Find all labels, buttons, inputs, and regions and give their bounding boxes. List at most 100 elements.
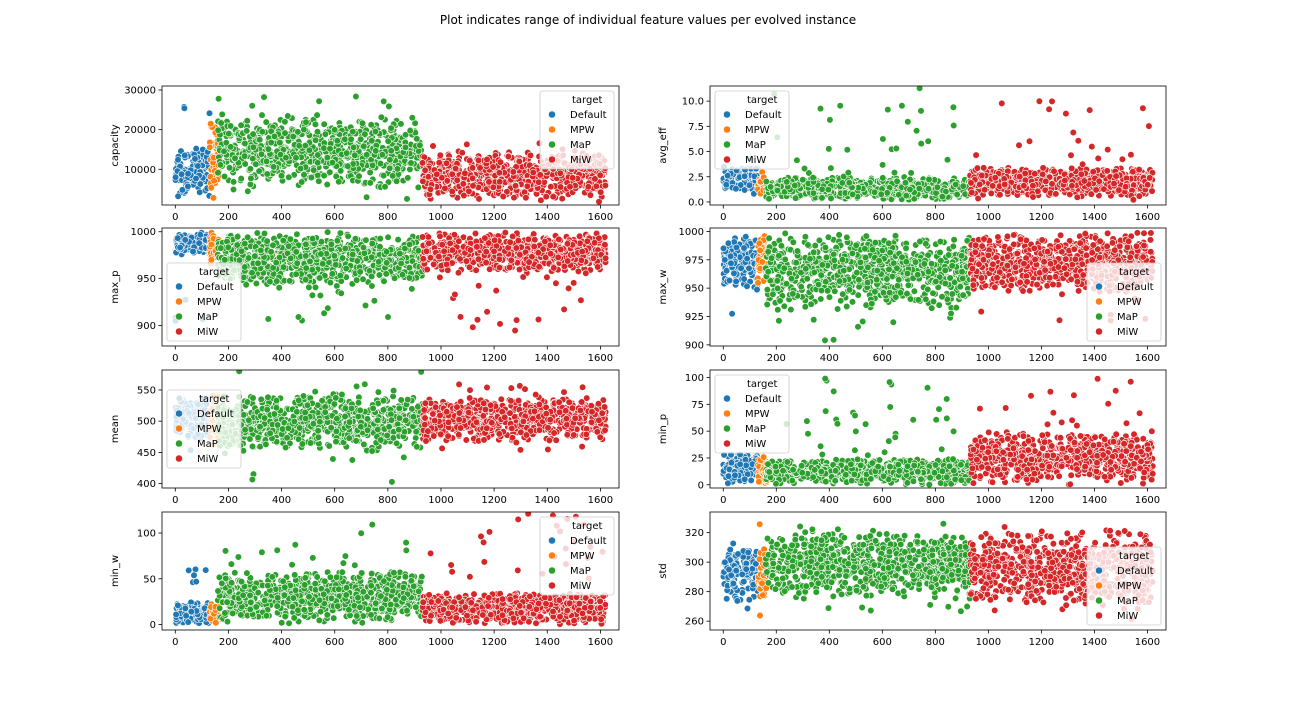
point-map: [370, 297, 379, 305]
point-default: [196, 188, 204, 196]
point-default: [194, 162, 202, 170]
point-map: [385, 102, 393, 110]
point-map: [892, 144, 900, 153]
point-map: [241, 263, 249, 271]
point-map: [270, 163, 278, 171]
point-map: [292, 248, 300, 256]
point-map: [263, 170, 271, 178]
point-map: [870, 188, 879, 196]
point-map: [286, 277, 294, 285]
point-map: [276, 151, 285, 159]
point-default: [172, 173, 180, 181]
point-map: [386, 164, 394, 172]
point-map: [251, 252, 259, 260]
point-map: [248, 102, 256, 110]
point-miw: [526, 151, 535, 159]
x-tick-label: 0: [720, 212, 726, 223]
point-miw: [469, 164, 477, 172]
point-map: [324, 228, 332, 236]
point-miw: [1074, 137, 1082, 145]
point-map: [319, 260, 327, 268]
point-miw: [1118, 155, 1126, 163]
point-map: [281, 118, 289, 126]
point-miw: [1062, 109, 1070, 118]
point-miw: [1039, 164, 1047, 172]
point-default: [184, 170, 192, 178]
point-default: [740, 172, 749, 180]
point-map: [294, 313, 303, 321]
point-map: [356, 268, 364, 276]
point-miw: [1077, 170, 1085, 178]
point-map: [262, 157, 271, 165]
point-map: [397, 120, 405, 128]
point-default: [178, 186, 186, 194]
point-mpw: [206, 143, 214, 151]
point-map: [844, 169, 852, 177]
point-map: [378, 151, 387, 159]
point-miw: [967, 179, 975, 187]
x-tick-label: 800: [926, 212, 945, 223]
point-map: [766, 183, 775, 191]
point-map: [879, 135, 887, 143]
point-map: [384, 313, 392, 321]
point-miw: [1029, 193, 1037, 201]
x-tick-label: 400: [820, 212, 839, 223]
point-map: [375, 258, 383, 266]
point-map: [838, 179, 846, 187]
point-miw: [1139, 104, 1147, 112]
point-miw: [998, 99, 1006, 107]
point-map: [342, 264, 350, 273]
point-map: [276, 139, 284, 147]
point-default: [196, 231, 204, 239]
point-map: [381, 183, 389, 191]
point-map: [243, 127, 251, 135]
y-tick-label: 10000: [124, 165, 156, 176]
point-map: [394, 236, 402, 244]
point-miw: [459, 180, 467, 188]
point-map: [938, 193, 947, 201]
point-map: [297, 164, 305, 173]
point-miw: [973, 164, 982, 172]
legend-title: target: [747, 95, 777, 106]
point-miw: [418, 159, 427, 167]
point-map: [952, 180, 960, 189]
point-miw: [465, 187, 473, 195]
point-miw: [1129, 196, 1137, 204]
point-miw: [536, 171, 544, 179]
point-map: [241, 160, 249, 168]
point-map: [323, 180, 331, 189]
legend-label-mpw: MPW: [570, 125, 595, 136]
legend-marker-mpw: [723, 125, 731, 134]
point-map: [216, 161, 224, 169]
point-map: [230, 178, 238, 186]
point-miw: [1146, 174, 1154, 182]
point-default: [174, 192, 182, 200]
point-map: [413, 135, 421, 143]
point-map: [389, 172, 397, 180]
point-map: [341, 244, 349, 253]
point-map: [791, 194, 800, 202]
point-map: [312, 136, 320, 144]
legend-label-default: Default: [570, 110, 607, 121]
point-miw: [576, 239, 584, 247]
point-miw: [1078, 160, 1087, 168]
point-default: [722, 181, 730, 189]
point-default: [205, 109, 214, 117]
point-map: [267, 138, 275, 147]
y-tick-label: 2.5: [688, 172, 704, 183]
point-map: [298, 178, 306, 186]
point-miw: [1095, 177, 1103, 185]
point-map: [827, 194, 835, 202]
x-tick-label: 1600: [588, 212, 613, 223]
point-map: [316, 291, 325, 300]
point-miw: [1048, 97, 1056, 105]
point-map: [825, 145, 833, 153]
y-tick-label: 10.0: [682, 97, 704, 108]
point-miw: [1145, 122, 1153, 130]
point-map: [308, 266, 316, 274]
point-map: [933, 183, 942, 191]
point-map: [306, 257, 314, 266]
point-map: [353, 276, 361, 284]
point-map: [264, 145, 273, 153]
